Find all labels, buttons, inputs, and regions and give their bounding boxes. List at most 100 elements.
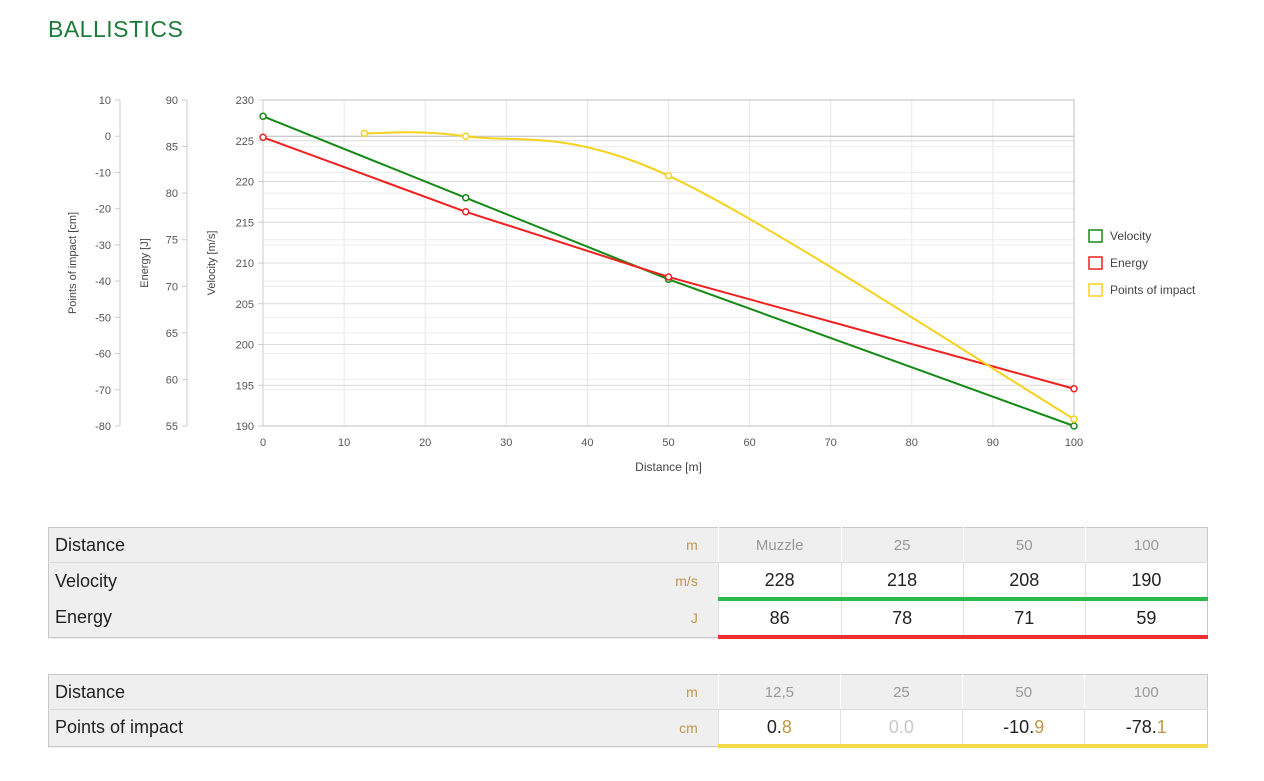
x-tick-label: 30 (500, 437, 512, 449)
x-tick-label: 40 (581, 437, 593, 449)
velocity-data-point (1070, 422, 1078, 430)
velocity-cell: 208 (962, 562, 1086, 601)
energy-cell: 78 (840, 599, 964, 639)
page-title: BALLISTICS (48, 16, 184, 42)
row-unit: J (690, 609, 698, 626)
x-tick-label: 50 (662, 437, 674, 449)
impact-fraction: 9 (1034, 716, 1045, 737)
row-label: Points of impact (55, 717, 184, 738)
poi-data-point (664, 171, 673, 180)
row-unit: m/s (675, 573, 698, 589)
poi-series-line (364, 131, 1075, 420)
row-unit: m (600, 674, 719, 710)
impact-row: Points of impact cm 0.8 0.0 -10.9 -78.1 (49, 709, 1208, 748)
impact-table: Distance m 12,5 25 50 100 Points of impa… (48, 674, 1208, 748)
energy-row: Energy J 86 78 71 59 (49, 599, 1208, 639)
energy-tick-label: 75 (166, 235, 178, 247)
row-label: Velocity (55, 570, 118, 591)
velocity-tick-label: 195 (236, 380, 254, 392)
velocity-data-point (462, 194, 470, 202)
energy-tick-label: 60 (166, 374, 178, 386)
energy-axis-label: Energy [J] (139, 238, 151, 288)
impact-main: -10. (1003, 716, 1035, 737)
energy-cell: 59 (1084, 599, 1208, 639)
velocity-tick-label: 210 (236, 258, 254, 270)
energy-cell: 86 (717, 599, 841, 639)
velocity-data-point (259, 112, 267, 121)
poi-tick-label: -70 (95, 385, 111, 397)
impact-main: -78. (1125, 716, 1157, 737)
distance-cell: 100 (1084, 527, 1208, 563)
poi-tick-label: 10 (99, 95, 111, 107)
x-tick-label: 70 (825, 437, 837, 449)
poi-tick-label: -10 (95, 167, 111, 179)
legend-label: Energy (1110, 256, 1148, 270)
velocity-cell: 218 (840, 562, 964, 601)
poi-tick-label: -40 (95, 276, 111, 288)
impact-main: 0. (766, 716, 782, 737)
poi-tick-label: -80 (95, 421, 111, 433)
velocity-row: Velocity m/s 228 218 208 190 (49, 562, 1208, 601)
impact-cell: -78.1 (1084, 709, 1208, 748)
row-unit: cm (679, 719, 698, 736)
distance-cell: 50 (961, 674, 1085, 710)
row-label: Distance (48, 527, 601, 563)
energy-tick-label: 55 (166, 421, 178, 433)
velocity-cell: 228 (717, 562, 841, 601)
legend-swatch (1088, 283, 1103, 297)
energy-tick-label: 80 (166, 188, 178, 200)
x-tick-label: 0 (260, 437, 266, 449)
energy-tick-label: 85 (166, 142, 178, 154)
poi-tick-label: -50 (95, 312, 111, 324)
velocity-tick-label: 205 (236, 299, 254, 311)
energy-tick-label: 65 (166, 328, 178, 340)
poi-data-point (462, 132, 470, 140)
poi-tick-label: -60 (95, 349, 111, 361)
impact-cell: 0.0 (839, 709, 963, 748)
x-axis-label: Distance [m] (635, 460, 702, 474)
distance-row: Distance m 12,5 25 50 100 (48, 674, 1208, 710)
x-tick-label: 10 (338, 437, 350, 449)
distance-row: Distance m Muzzle 25 50 100 (48, 527, 1208, 563)
velocity-axis-label: Velocity [m/s] (206, 231, 218, 296)
ballistics-table: Distance m Muzzle 25 50 100 Velocity m/s… (48, 527, 1208, 639)
impact-fraction: 8 (781, 716, 792, 737)
impact-cell: -10.9 (961, 709, 1085, 748)
legend-label: Points of impact (1110, 283, 1196, 297)
distance-cell: 25 (840, 527, 964, 563)
energy-tick-label: 90 (166, 95, 178, 107)
x-tick-label: 100 (1065, 437, 1083, 449)
distance-cell: 50 (962, 527, 1086, 563)
distance-cell: 25 (839, 674, 963, 710)
distance-cell: 100 (1084, 674, 1208, 710)
poi-axis-label: Points of impact [cm] (67, 212, 79, 314)
velocity-cell: 190 (1084, 562, 1208, 601)
distance-cell: Muzzle (717, 527, 841, 563)
impact-main: 0.0 (888, 716, 914, 737)
legend-swatch (1088, 256, 1103, 270)
energy-cell: 71 (962, 599, 1086, 639)
velocity-tick-label: 215 (236, 217, 254, 229)
velocity-tick-label: 225 (236, 136, 254, 148)
legend-swatch (1088, 229, 1103, 243)
poi-data-point (1070, 415, 1078, 423)
energy-data-point (1070, 384, 1078, 393)
poi-tick-label: -20 (95, 204, 111, 216)
x-tick-label: 60 (743, 437, 755, 449)
velocity-tick-label: 200 (236, 340, 254, 352)
row-label: Energy (55, 607, 113, 628)
poi-tick-label: -30 (95, 240, 111, 252)
impact-fraction: 1 (1156, 716, 1167, 737)
velocity-series-line (262, 115, 1075, 427)
row-label: Distance (48, 674, 601, 710)
velocity-tick-label: 190 (236, 421, 254, 433)
distance-cell: 12,5 (717, 674, 841, 710)
velocity-tick-label: 230 (236, 95, 254, 107)
legend-label: Velocity (1110, 229, 1151, 243)
energy-data-point (664, 273, 673, 281)
x-tick-label: 20 (419, 437, 431, 449)
poi-tick-label: 0 (105, 131, 111, 143)
energy-series-line (262, 136, 1075, 390)
row-unit: m (600, 527, 719, 563)
